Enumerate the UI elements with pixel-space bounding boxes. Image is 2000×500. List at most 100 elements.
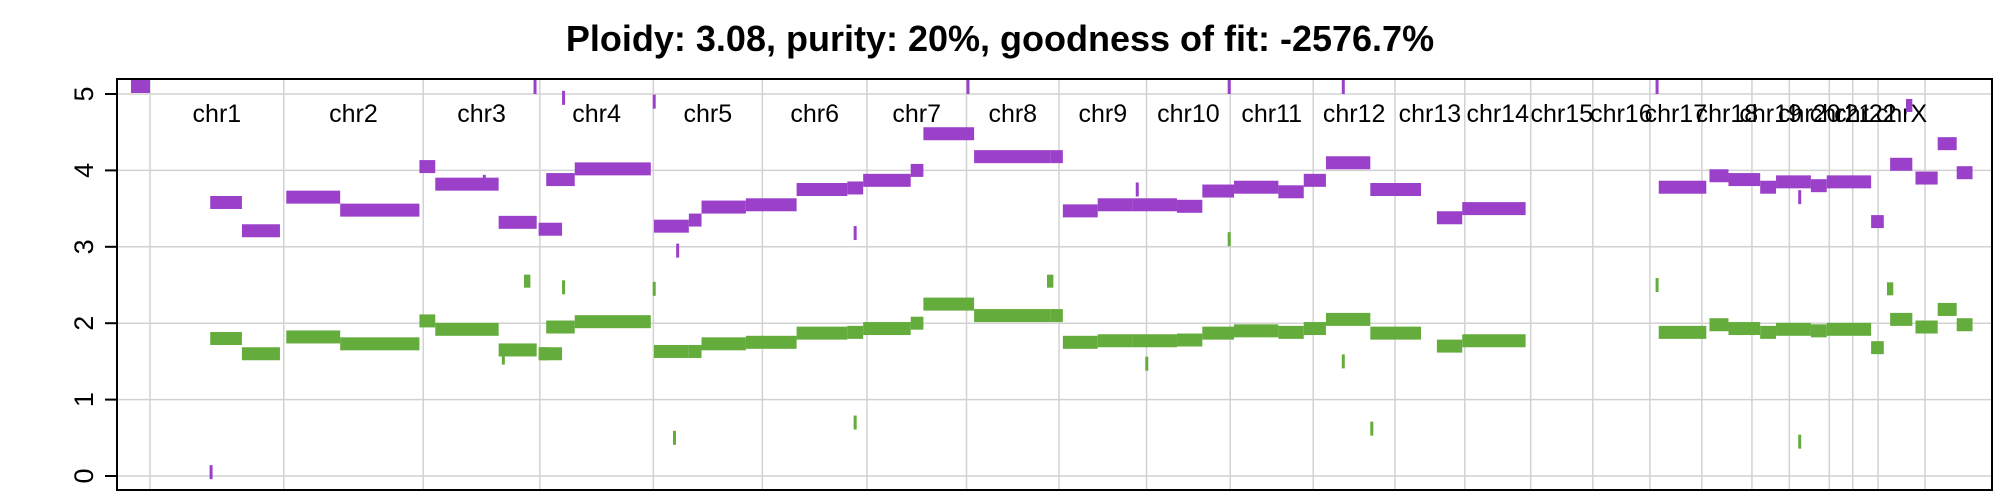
major-cn-segment [574,162,651,176]
minor-cn-segment [1655,278,1659,292]
minor-cn-segment [419,314,436,328]
chromosome-label: chr5 [684,100,733,128]
major-cn-segment [1655,80,1659,94]
major-cn-segment [1871,215,1884,229]
y-axis: 0 1 2 3 4 5 [69,86,117,484]
major-cn-segment [1202,184,1235,198]
minor-cn-segment [1047,274,1054,288]
major-cn-segment [796,183,848,196]
major-cn-segment [1760,180,1777,194]
major-cn-segment [847,181,864,195]
minor-cn-segment [1462,334,1526,348]
chromosome-label: chr15 [1530,100,1593,128]
minor-cn-segment [1341,354,1345,369]
major-cn-segment [1826,175,1872,189]
chromosome-label: chr22 [1834,100,1897,128]
plot-frame [116,78,1993,491]
major-cn-segment [676,243,680,258]
minor-cn-segment [1915,320,1938,334]
minor-cn-segment [910,316,924,330]
major-cn-segment [210,195,242,209]
major-cn-segment [1303,173,1326,187]
chromosome-label: chr2 [329,100,378,128]
minor-cn-segment [1132,334,1177,348]
major-cn-segment [241,224,280,238]
minor-cn-segment [1370,326,1422,340]
major-cn-segment [853,226,857,241]
major-cn-segment [701,200,746,214]
y-tick-label: 2 [69,316,99,331]
major-cn-segment [533,80,537,94]
chromosome-label: chr7 [892,100,941,128]
chromosome-label: chr19 [1739,100,1802,128]
major-cn-segment [1915,171,1938,185]
major-cn-segment [419,160,436,174]
major-cn-segment [286,190,341,204]
chromosome-label: chr17 [1645,100,1708,128]
major-cn-segment [1905,98,1913,112]
major-cn-segment [562,90,566,105]
major-cn-segment [1097,198,1133,212]
minor-cn-segment [1890,312,1913,326]
y-tick-label: 3 [69,239,99,254]
major-cn-segment [1227,80,1231,94]
minor-cn-segment [539,347,550,361]
y-tick-label: 5 [69,86,99,101]
chromosome-label: chr6 [790,100,839,128]
major-cn-segment [974,150,1051,164]
minor-cn-segment [1826,322,1872,336]
major-cn-segment [340,203,420,217]
major-cn-segment [1798,190,1802,205]
minor-cn-segment [863,322,911,336]
minor-cn-segment [1227,232,1231,247]
chromosome-label: chr20 [1778,100,1841,128]
chromosome-label: chr12 [1323,100,1386,128]
minor-cn-segment [241,347,280,361]
minor-cn-segment [1728,322,1761,336]
chromosome-label: chr1 [193,100,242,128]
major-cn-segment [1462,202,1526,216]
chromosome-label: chr3 [457,100,506,128]
minor-cn-segment [286,330,341,344]
minor-cn-segment [1325,312,1371,326]
major-cn-segment [745,198,797,212]
chromosome-label: chr8 [988,100,1037,128]
y-tick-label: 0 [69,468,99,483]
minor-cn-segment [1097,334,1133,348]
minor-cn-segment [1760,325,1777,339]
minor-cn-segment [1303,322,1326,336]
minor-cn-segment [1370,421,1374,436]
minor-cn-segment [1436,339,1463,353]
chromosome-label: chrX [1876,100,1928,128]
minor-cn-segment [974,309,1051,323]
minor-cn-segment [847,325,864,339]
minor-cn-segment [1776,322,1811,336]
minor-cn-segment [574,315,651,329]
minor-cn-segment [210,331,242,345]
major-cn-segment [1135,182,1139,197]
major-cn-segment [209,465,213,480]
minor-cn-segment [745,335,797,349]
minor-cn-segment [653,344,689,358]
major-cn-segment [1278,185,1304,199]
minor-cn-segment [652,281,656,296]
minor-cn-segment [546,320,575,334]
major-cn-segment [1728,173,1761,187]
minor-cn-segment [1202,326,1235,340]
major-cn-segment [1658,180,1707,194]
chromosome-label: chr9 [1078,100,1127,128]
minor-cn-segment [1798,434,1802,449]
major-cn-segment [1370,183,1422,196]
minor-cn-segment [340,337,420,351]
chromosome-label: chr21 [1810,100,1873,128]
major-cn-segment [653,219,689,233]
chromosome-label: chr11 [1241,100,1302,128]
major-cn-segment [130,80,150,93]
major-cn-segment [1436,211,1463,225]
minor-cn-segment [796,326,848,340]
y-tick-label: 1 [69,392,99,407]
major-cn-segment [1341,80,1345,94]
minor-cn-segment [1145,356,1149,371]
minor-cn-segment [1062,335,1098,349]
